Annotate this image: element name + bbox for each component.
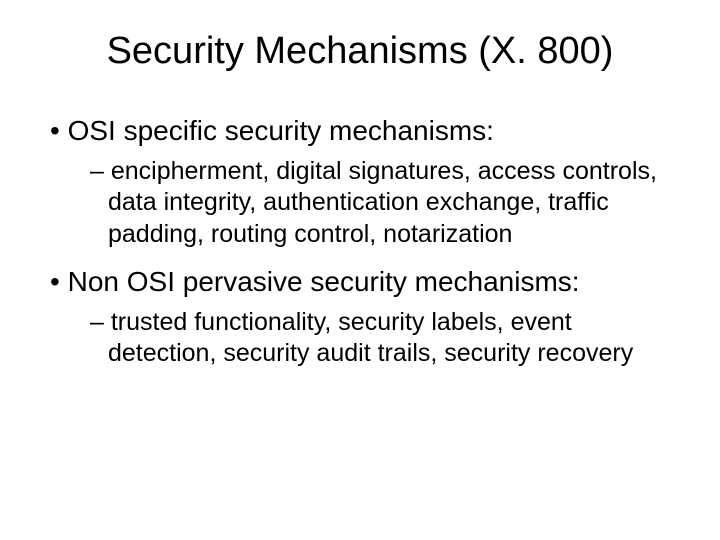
bullet-item: OSI specific security mechanisms:	[50, 113, 680, 148]
bullet-item: Non OSI pervasive security mechanisms:	[50, 264, 680, 299]
bullet-subitem: encipherment, digital signatures, access…	[90, 156, 660, 250]
slide: Security Mechanisms (X. 800) OSI specifi…	[0, 0, 720, 540]
bullet-subitem: trusted functionality, security labels, …	[90, 307, 660, 370]
slide-title: Security Mechanisms (X. 800)	[40, 30, 680, 73]
